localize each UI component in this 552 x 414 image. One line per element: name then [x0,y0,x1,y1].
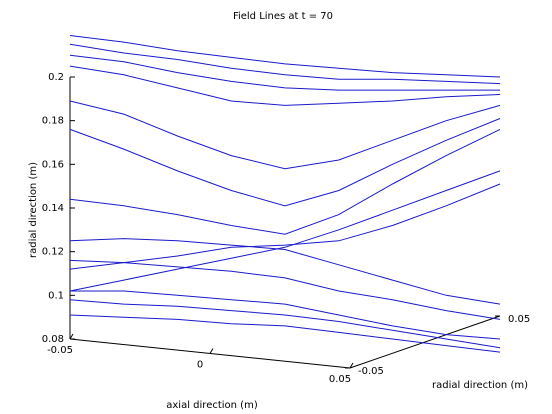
z-axis-label: radial direction (m) [28,162,39,258]
x-axis-label: axial direction (m) [166,400,258,411]
field-line [69,100,501,170]
field-line [69,128,501,235]
field-line [69,118,501,207]
z-tick-label: 0.14 [42,203,64,214]
field-line [69,170,501,292]
field-line [69,314,501,353]
y-axis-label: radial direction (m) [432,380,528,391]
x-tick [209,348,214,354]
y-axis [349,315,501,369]
field-line [70,290,501,340]
field-line [69,35,501,78]
z-tick-label: 0.2 [48,72,64,83]
field-line [69,299,501,349]
chart-title: Field Lines at t = 70 [233,11,333,22]
z-tick-label: 0.1 [48,290,64,301]
y-tick-label: -0.05 [358,366,384,377]
field-line [69,54,500,91]
z-tick-label: 0.08 [42,334,64,345]
field-line [69,43,501,85]
z-tick-label: 0.12 [42,247,64,258]
z-tick-label: 0.16 [42,159,64,170]
x-tick-label: -0.05 [47,345,73,356]
field-line [69,259,501,320]
field-line [69,238,501,305]
field-line [69,183,501,270]
field-line [69,65,501,106]
x-tick-label: 0 [197,360,203,371]
x-tick-label: 0.05 [329,374,351,385]
z-tick-label: 0.18 [42,116,64,127]
y-tick-label: 0.05 [508,314,530,325]
x-tick [69,333,74,340]
x-tick [349,362,354,369]
